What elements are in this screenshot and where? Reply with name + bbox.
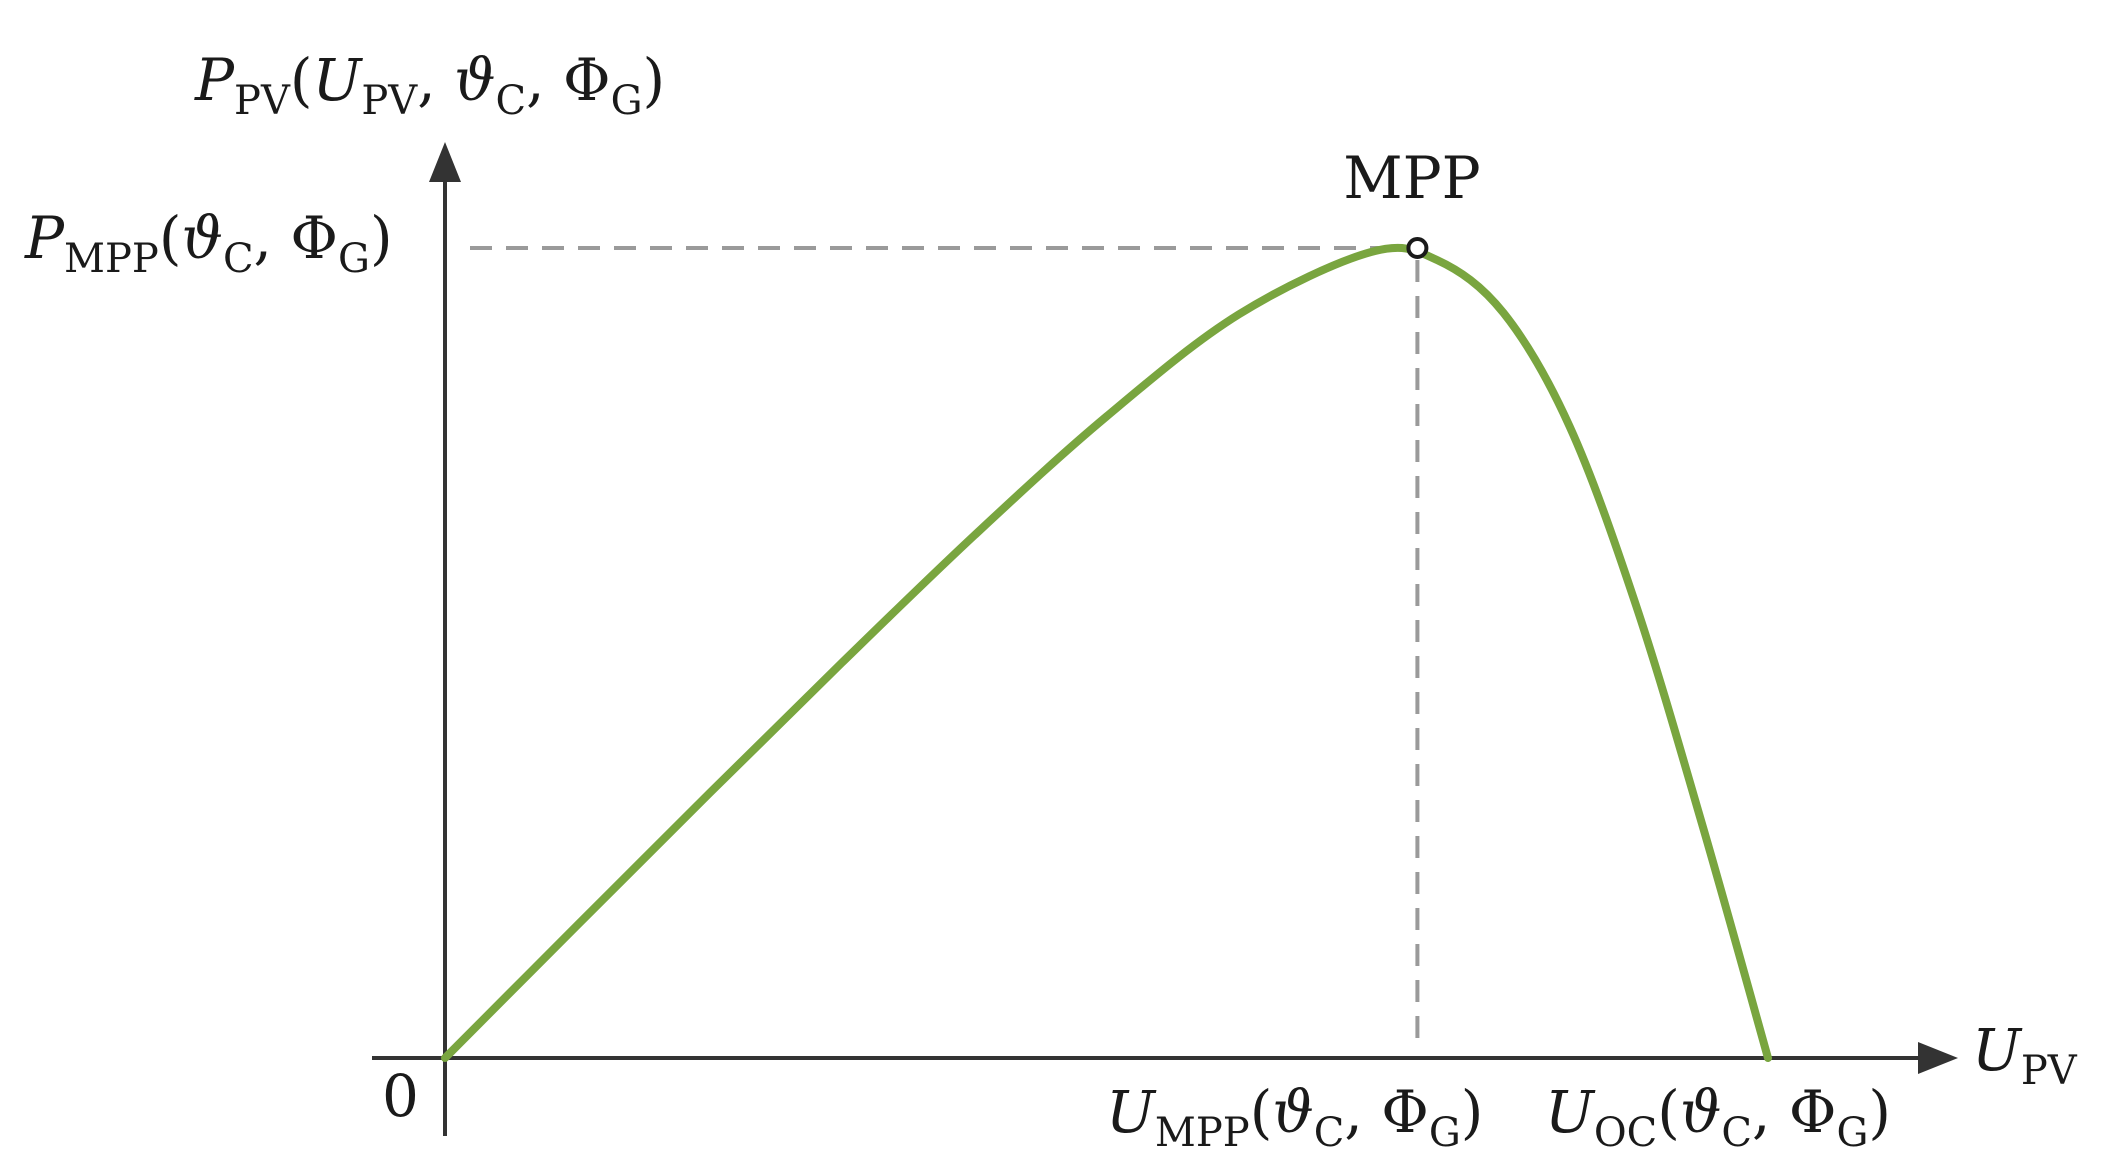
u-mpp-label: UMPP(ϑC, ΦG): [1106, 1078, 1483, 1156]
p-mpp-label: PMPP(ϑC, ΦG): [24, 204, 393, 282]
pv-power-curve: [441, 243, 1772, 1062]
y-axis-label: PPV(UPV, ϑC, ΦG): [194, 46, 665, 124]
y-axis-arrow-icon: [429, 142, 461, 182]
x-axis-label: UPV: [1972, 1016, 2078, 1094]
mpp-label: MPP: [1343, 144, 1480, 212]
u-oc-label: UOC(ϑC, ΦG): [1545, 1078, 1891, 1156]
origin-label: 0: [382, 1062, 419, 1130]
x-axis-arrow-icon: [1918, 1042, 1958, 1074]
mpp-marker: [1406, 237, 1429, 259]
